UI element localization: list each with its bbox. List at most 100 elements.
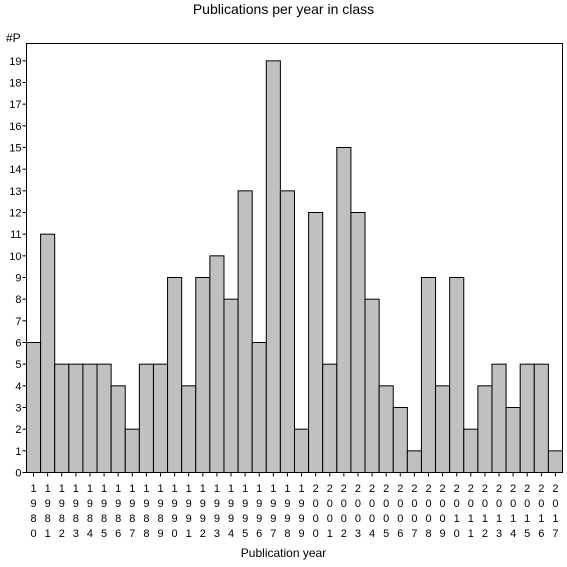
bar-2008 — [420, 277, 437, 473]
y-tick-label-13: 13 — [9, 186, 21, 198]
bar-1995 — [237, 190, 253, 473]
bar-2006 — [392, 407, 408, 473]
bar-1987 — [124, 428, 140, 473]
bar-2011 — [463, 428, 479, 473]
y-tick-label-8: 8 — [15, 294, 21, 306]
bar-2001 — [322, 363, 338, 473]
y-tick-label-3: 3 — [15, 403, 21, 415]
y-tick-label-7: 7 — [15, 316, 21, 328]
bar-2010 — [449, 277, 465, 473]
bars-group — [26, 60, 563, 474]
bar-1992 — [195, 277, 211, 473]
bar-1998 — [279, 190, 296, 473]
y-tick-label-10: 10 — [9, 251, 21, 263]
y-tick-label-15: 15 — [9, 143, 21, 155]
x-axis: 1 9 8 0 1 9 8 1 1 9 8 2 1 9 8 3 1 9 8 4 1 9 8 5 1 9 8 6 1 9 8 7 1 9 8 8 1 9 8 9… — [30, 472, 559, 540]
bar-2000 — [308, 212, 324, 473]
bar-2012 — [477, 385, 493, 474]
bar-1981 — [40, 233, 56, 473]
y-tick-label-5: 5 — [15, 359, 21, 371]
bar-2009 — [435, 385, 451, 474]
plot-frame — [26, 43, 563, 473]
y-tick-label-17: 17 — [9, 99, 21, 111]
y-axis-label: #P — [6, 31, 21, 45]
y-tick-label-18: 18 — [9, 78, 21, 90]
bar-1989 — [152, 363, 169, 473]
bar-2015 — [519, 363, 535, 473]
bar-1993 — [209, 255, 225, 473]
bar-1980 — [26, 342, 42, 473]
y-tick-label-19: 19 — [9, 56, 21, 68]
bar-1990 — [167, 277, 183, 473]
bar-2016 — [533, 363, 549, 473]
y-tick-label-0: 0 — [15, 468, 21, 480]
y-tick-label-1: 1 — [15, 446, 21, 458]
bar-2002 — [336, 147, 352, 473]
bar-2004 — [364, 298, 380, 473]
bar-1988 — [138, 363, 154, 473]
x-axis-label: Publication year — [240, 546, 327, 560]
bar-1985 — [96, 363, 112, 473]
bar-1996 — [251, 342, 267, 473]
chart-title: Publications per year in class — [192, 1, 375, 17]
bar-1986 — [110, 385, 126, 474]
bar-1999 — [294, 428, 310, 473]
bar-2003 — [350, 212, 366, 473]
y-tick-label-2: 2 — [15, 424, 21, 436]
bar-2013 — [491, 363, 507, 473]
bar-2017 — [547, 450, 563, 474]
bar-1984 — [82, 363, 98, 473]
bar-1994 — [223, 298, 239, 473]
bar-1997 — [265, 60, 281, 473]
bar-2007 — [406, 450, 422, 474]
y-tick-label-12: 12 — [9, 208, 21, 220]
y-tick-label-6: 6 — [15, 338, 21, 350]
bar-1982 — [54, 363, 70, 473]
bar-2014 — [505, 407, 521, 473]
y-tick-label-11: 11 — [10, 229, 21, 241]
y-tick-label-14: 14 — [9, 164, 21, 176]
y-tick-label-16: 16 — [9, 121, 21, 133]
bar-1983 — [68, 363, 84, 473]
y-tick-label-9: 9 — [15, 273, 21, 285]
